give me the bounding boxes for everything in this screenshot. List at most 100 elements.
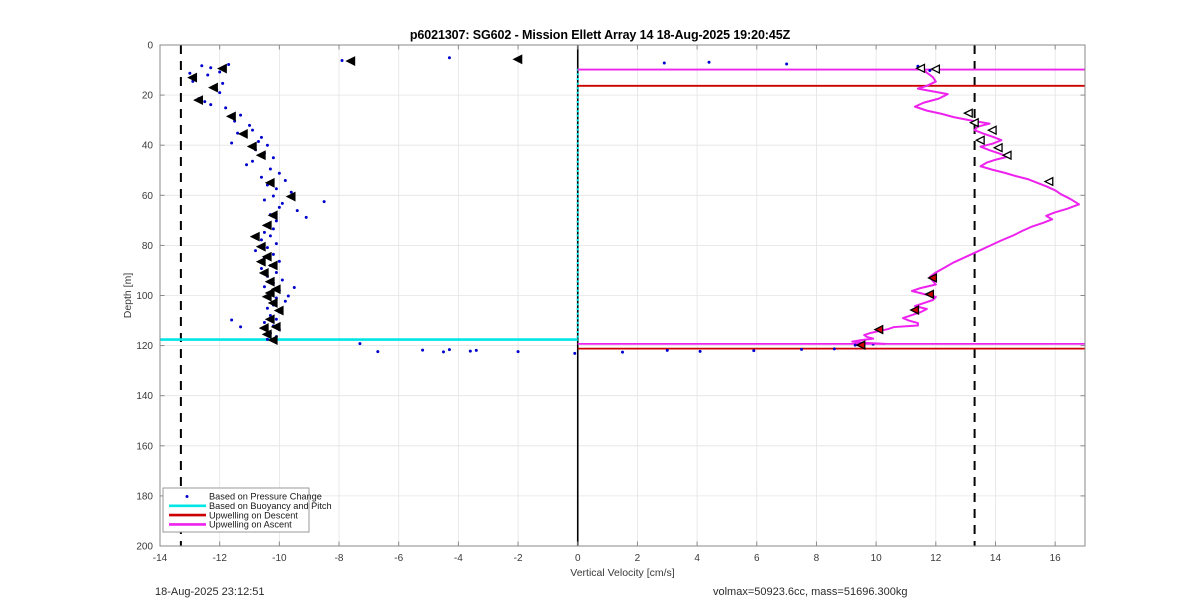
pressure-change-point xyxy=(277,205,281,209)
pressure-change-point xyxy=(230,141,234,145)
descent-marker xyxy=(273,305,284,316)
pressure-change-point xyxy=(853,343,857,347)
pressure-change-point xyxy=(188,71,192,75)
pressure-change-point xyxy=(274,317,278,321)
ascent-velocity-line xyxy=(851,69,1081,345)
descent-marker xyxy=(270,284,281,295)
pressure-change-point xyxy=(283,299,287,303)
pressure-change-point xyxy=(203,100,207,104)
page-title: p6021307: SG602 - Mission Ellett Array 1… xyxy=(409,28,791,42)
descent-marker xyxy=(264,177,275,188)
pressure-change-point xyxy=(268,167,272,171)
pressure-change-point xyxy=(286,294,290,298)
pressure-change-point xyxy=(209,103,213,107)
legend-item-0[interactable]: Based on Pressure Change xyxy=(185,492,322,502)
y-tick-label: 0 xyxy=(147,41,153,52)
legend-item-label: Based on Pressure Change xyxy=(209,492,322,502)
pressure-change-point xyxy=(295,209,299,213)
pressure-change-point xyxy=(280,278,284,282)
pressure-change-point xyxy=(283,179,287,183)
x-tick-label: 6 xyxy=(754,553,760,564)
pressure-change-point xyxy=(274,242,278,246)
descent-marker xyxy=(264,288,275,298)
pressure-change-point xyxy=(224,106,228,110)
pressure-change-point xyxy=(256,139,260,143)
x-tick-label: 4 xyxy=(694,553,700,564)
descent-marker xyxy=(267,298,278,308)
descent-marker xyxy=(261,220,272,231)
y-tick-label: 20 xyxy=(142,91,154,102)
ascent-marker-open xyxy=(986,125,997,136)
pressure-change-point xyxy=(832,347,836,351)
pressure-change-point xyxy=(447,56,451,60)
ascent-marker-open xyxy=(962,108,973,119)
legend-item-2[interactable]: Upwelling on Descent xyxy=(169,510,298,520)
pressure-change-point xyxy=(239,325,243,329)
pressure-change-point xyxy=(259,266,263,270)
pressure-change-point xyxy=(262,198,266,202)
y-tick-label: 60 xyxy=(142,191,154,202)
x-tick-label: -12 xyxy=(212,553,227,564)
pressure-change-point xyxy=(218,91,222,95)
descent-marker xyxy=(264,276,275,287)
x-tick-label: 10 xyxy=(871,553,883,564)
pressure-change-point xyxy=(265,246,269,250)
descent-marker xyxy=(255,256,266,267)
pressure-change-point xyxy=(698,349,702,353)
ascent-marker-open xyxy=(915,63,926,74)
legend-item-label: Based on Buoyancy and Pitch xyxy=(209,501,332,511)
pressure-change-point xyxy=(573,351,577,355)
pressure-change-point xyxy=(262,321,266,325)
descent-marker xyxy=(255,150,266,161)
x-axis-label: Vertical Velocity [cm/s] xyxy=(570,567,675,579)
pressure-change-point xyxy=(292,285,296,289)
legend-item-3[interactable]: Upwelling on Ascent xyxy=(169,520,292,530)
pressure-change-point xyxy=(785,62,789,66)
legend-item-1[interactable]: Based on Buoyancy and Pitch xyxy=(169,501,332,511)
pressure-change-point xyxy=(227,63,231,67)
pressure-change-point xyxy=(277,259,281,263)
pressure-change-point xyxy=(421,348,425,352)
descent-marker xyxy=(267,260,278,271)
pressure-change-point xyxy=(200,64,204,68)
legend-item-label: Upwelling on Ascent xyxy=(209,520,292,530)
pressure-change-point xyxy=(271,252,275,256)
pressure-change-point xyxy=(248,123,252,127)
x-tick-label: 8 xyxy=(814,553,820,564)
series-2 xyxy=(851,69,1081,345)
pressure-change-point xyxy=(206,73,210,77)
y-tick-label: 80 xyxy=(142,241,154,252)
pressure-change-point xyxy=(468,349,472,353)
ascent-marker-open xyxy=(974,135,985,146)
pressure-change-point xyxy=(304,215,308,219)
pressure-change-point xyxy=(376,350,380,354)
pressure-change-point xyxy=(447,348,451,352)
x-tick-label: -14 xyxy=(153,553,168,564)
pressure-change-point xyxy=(662,61,666,65)
pressure-change-point xyxy=(358,342,362,346)
y-tick-label: 200 xyxy=(136,542,153,553)
descent-marker xyxy=(246,141,257,152)
pressure-change-point xyxy=(621,350,624,354)
pressure-change-point xyxy=(251,128,254,132)
pressure-change-point xyxy=(271,227,275,231)
pressure-change-point xyxy=(239,113,243,117)
x-tick-label: 2 xyxy=(635,553,641,564)
ascent-marker-filled xyxy=(927,273,938,283)
axis-ticks: -14 -12 -10 -8 -6 -4 -2 0 2 4 6 8 10 12 14 160204060801… xyxy=(136,41,1085,564)
descent-marker xyxy=(267,210,278,221)
pressure-change-point xyxy=(245,163,249,167)
descent-marker xyxy=(208,82,218,93)
pressure-change-point xyxy=(707,60,711,64)
descent-marker xyxy=(193,95,204,106)
ascent-marker-filled xyxy=(873,324,884,335)
descent-marker xyxy=(261,329,272,340)
axis-labels: Vertical Velocity [cm/s] Depth [m] xyxy=(122,273,675,579)
pressure-change-point xyxy=(322,200,326,204)
x-tick-label: -10 xyxy=(272,553,287,564)
pressure-change-point xyxy=(268,234,272,238)
x-tick-label: 12 xyxy=(930,553,942,564)
y-tick-label: 40 xyxy=(142,141,154,152)
pressure-change-point xyxy=(274,270,278,274)
